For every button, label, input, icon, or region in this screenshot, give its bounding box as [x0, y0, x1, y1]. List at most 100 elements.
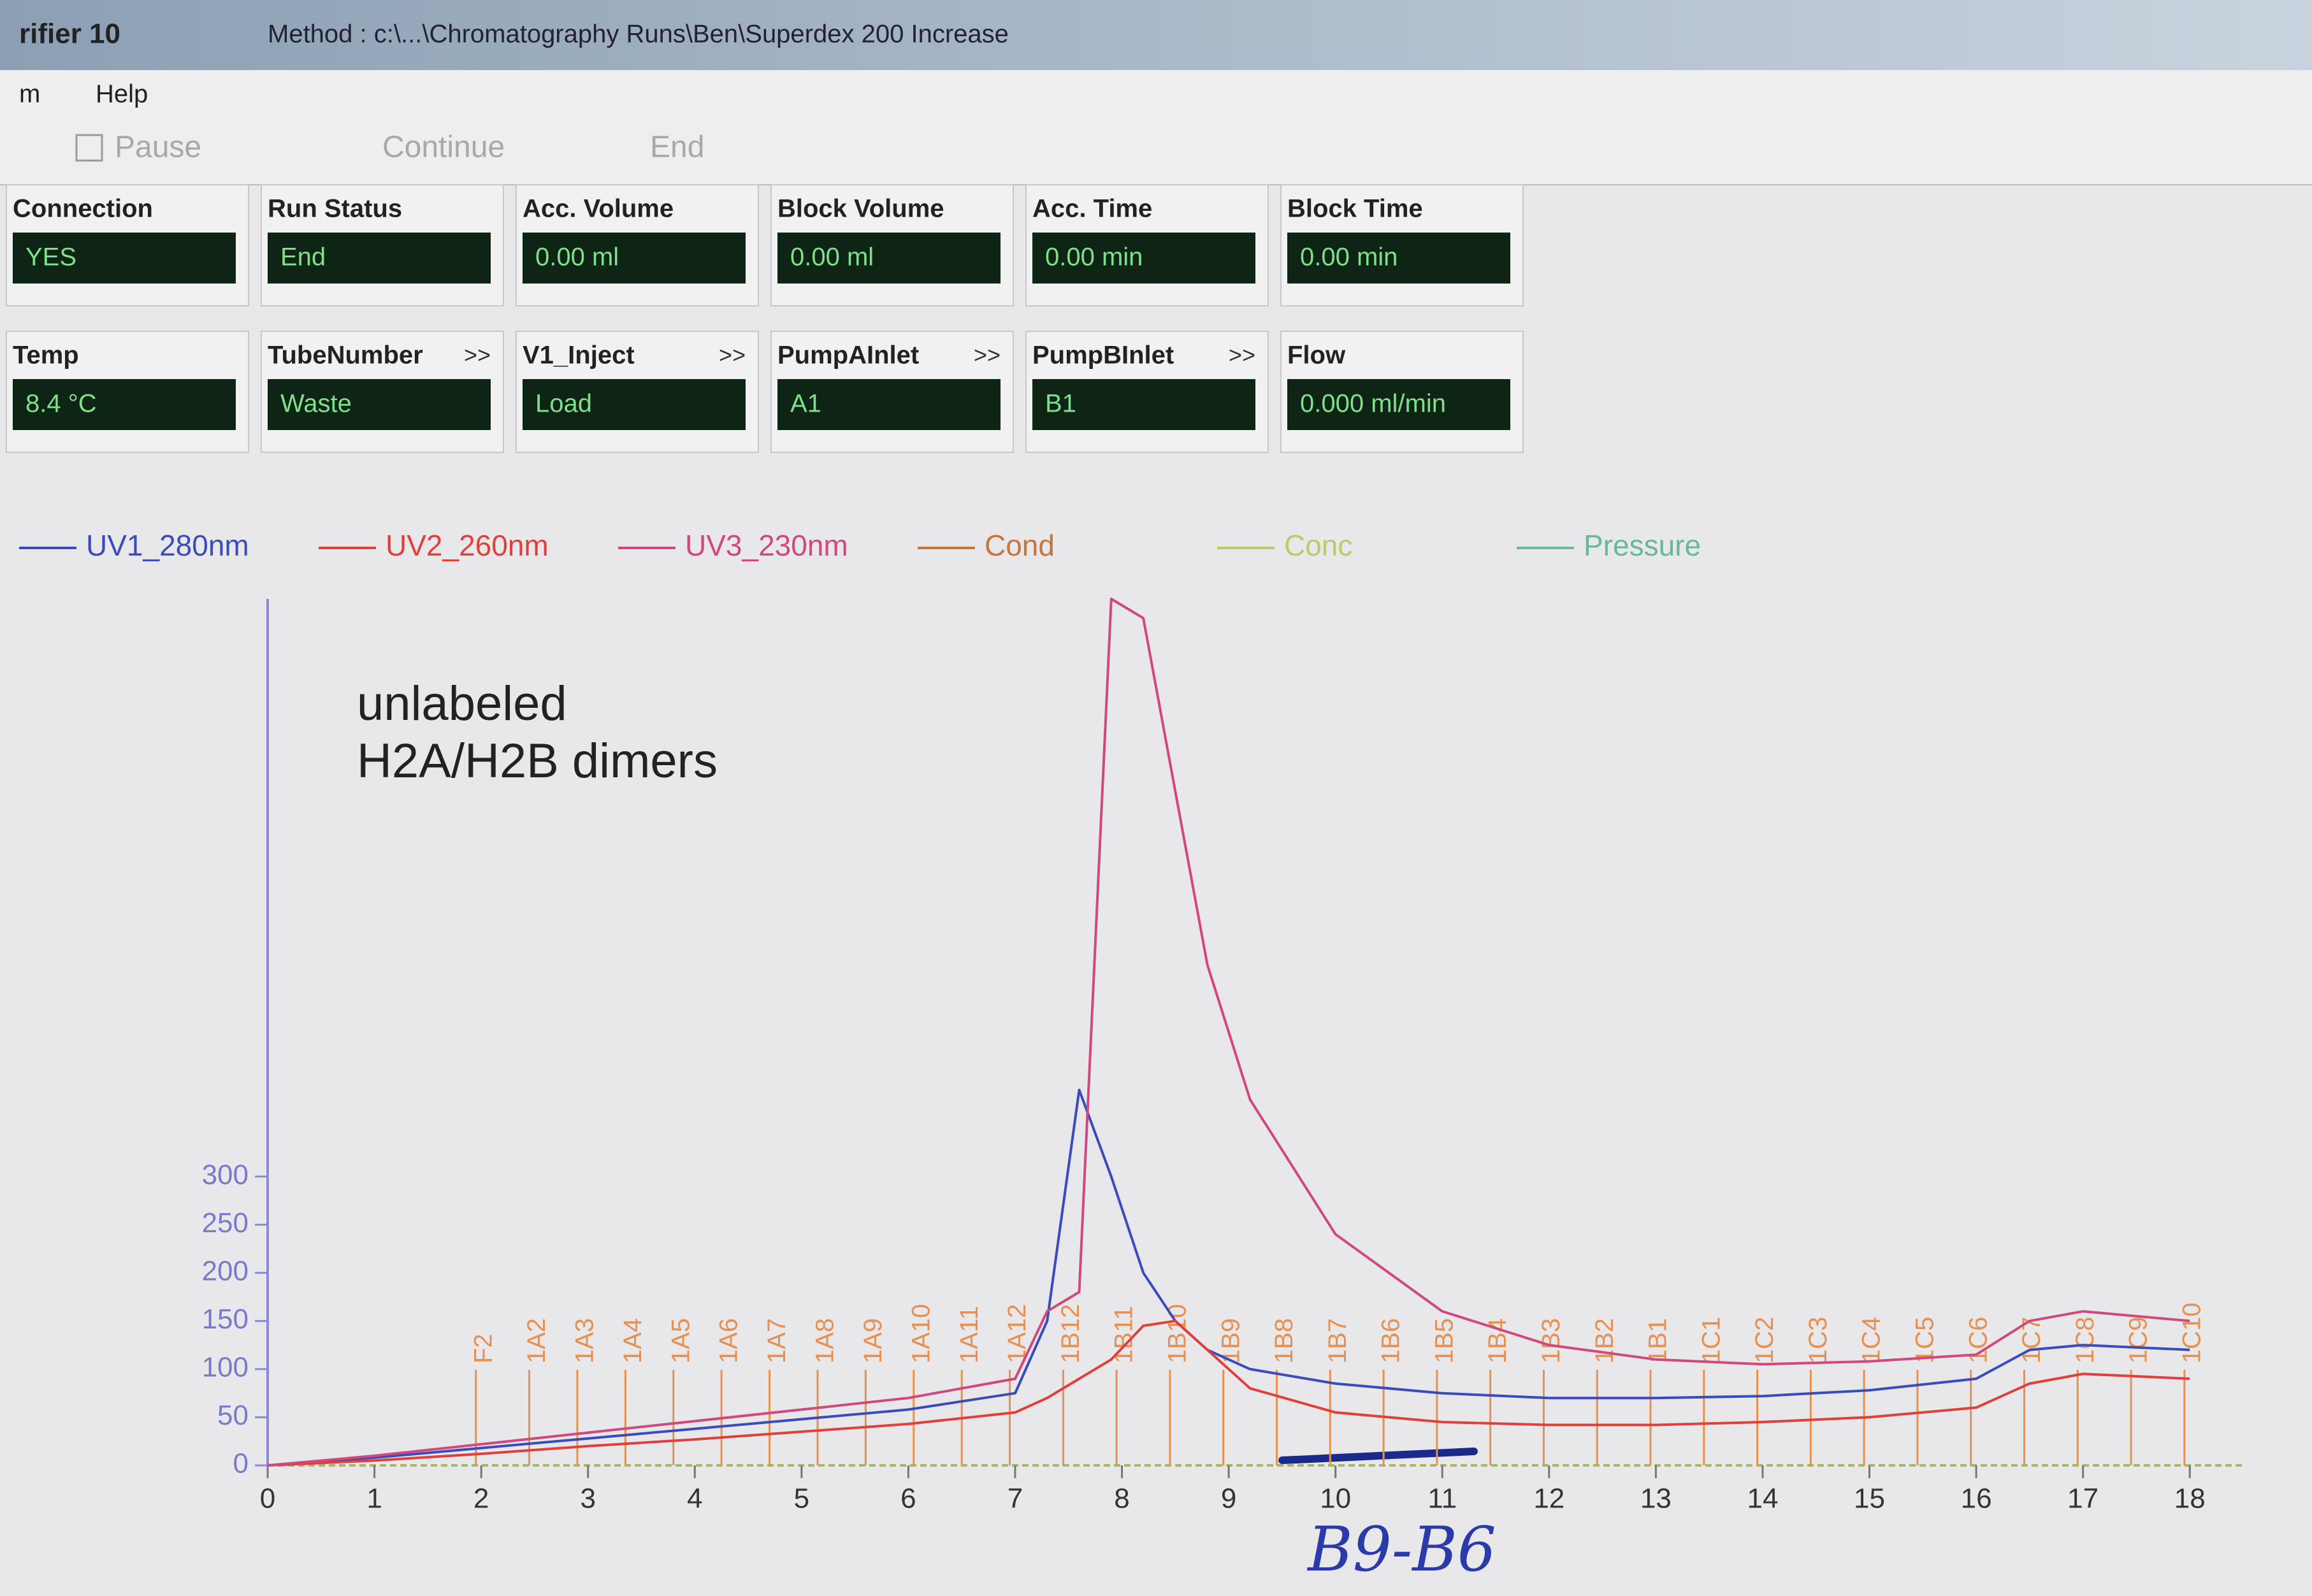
- legend-label: Conc: [1284, 529, 1352, 562]
- field-more[interactable]: >>: [464, 342, 491, 368]
- x-tick-label: 4: [687, 1483, 702, 1514]
- y-tick-label: 250: [202, 1207, 249, 1239]
- title-bar: [0, 0, 2312, 70]
- field-box: [523, 379, 746, 430]
- field-box: [1287, 379, 1510, 430]
- fraction-label: 1B2: [1591, 1318, 1619, 1363]
- fraction-label: 1C9: [2125, 1317, 2153, 1363]
- fraction-label: 1B7: [1324, 1318, 1352, 1363]
- fraction-label: 1B3: [1537, 1318, 1565, 1363]
- x-tick-label: 12: [1533, 1483, 1564, 1514]
- field-value: A1: [790, 390, 821, 418]
- fraction-label: 1A7: [763, 1318, 791, 1363]
- field-label: Connection: [13, 195, 153, 223]
- x-tick-label: 17: [2067, 1483, 2099, 1514]
- field-more[interactable]: >>: [1229, 342, 1255, 368]
- field-value: 0.000 ml/min: [1300, 390, 1446, 418]
- field-label: PumpBInlet: [1032, 341, 1174, 370]
- field-label: Acc. Time: [1032, 195, 1152, 223]
- y-tick-label: 0: [233, 1448, 249, 1479]
- x-tick-label: 2: [473, 1483, 489, 1514]
- window-title: rifier 10: [19, 18, 120, 50]
- field-box: [1032, 233, 1255, 284]
- fraction-label: 1B1: [1644, 1318, 1672, 1363]
- fraction-label: 1C8: [2071, 1317, 2099, 1363]
- field-label: Temp: [13, 341, 79, 370]
- y-tick-label: 50: [217, 1400, 249, 1431]
- handwritten-note: B9-B6: [1306, 1514, 1496, 1585]
- x-tick-label: 1: [366, 1483, 382, 1514]
- x-tick-label: 16: [1961, 1483, 1992, 1514]
- field-box: [13, 379, 236, 430]
- field-value: Waste: [280, 390, 352, 418]
- field-value: 0.00 ml: [535, 243, 619, 271]
- toolbar-area: [0, 70, 2312, 185]
- fraction-label: 1C6: [1964, 1317, 1992, 1363]
- trace-line: [267, 1319, 2190, 1467]
- field-value: B1: [1045, 390, 1076, 418]
- field-label: V1_Inject: [523, 341, 635, 370]
- fraction-label: 1A11: [955, 1306, 983, 1363]
- fraction-label: 1C4: [1858, 1317, 1886, 1363]
- field-box: [777, 379, 1001, 430]
- x-tick-label: 11: [1427, 1483, 1457, 1514]
- fraction-label: 1A6: [715, 1318, 743, 1363]
- x-tick-label: 14: [1747, 1483, 1778, 1514]
- field-more[interactable]: >>: [974, 342, 1001, 368]
- trace-line: [267, 598, 2190, 1467]
- fraction-label: 1A10: [907, 1304, 935, 1363]
- field-value: 8.4 °C: [25, 390, 97, 418]
- fraction-label: 1B8: [1270, 1318, 1298, 1363]
- y-tick-label: 300: [202, 1159, 249, 1190]
- fraction-label: 1C3: [1804, 1317, 1832, 1363]
- x-tick-label: 7: [1008, 1483, 1023, 1514]
- field-more[interactable]: >>: [719, 342, 746, 368]
- annotation: unlabeled: [357, 677, 567, 731]
- checkbox[interactable]: [75, 134, 103, 162]
- legend-label: Pressure: [1584, 529, 1701, 562]
- field-box: [268, 233, 491, 284]
- field-value: 0.00 min: [1300, 243, 1398, 271]
- fraction-label: 1A8: [811, 1318, 839, 1363]
- fraction-label: 1C5: [1911, 1317, 1939, 1363]
- x-tick-label: 3: [580, 1483, 595, 1514]
- method-path: Method : c:\...\Chromatography Runs\Ben\…: [268, 20, 1009, 48]
- fraction-label: 1B6: [1377, 1318, 1405, 1363]
- button[interactable]: Continue: [382, 131, 505, 164]
- field-box: [523, 233, 746, 284]
- fraction-label: 1C2: [1751, 1317, 1779, 1363]
- field-label: TubeNumber: [268, 341, 423, 370]
- legend-label: UV2_260nm: [386, 529, 549, 562]
- field-box: [1032, 379, 1255, 430]
- fraction-label: 1B12: [1057, 1304, 1085, 1363]
- x-tick-label: 6: [900, 1483, 916, 1514]
- menu-item[interactable]: m: [19, 80, 40, 108]
- fraction-label: 1A2: [523, 1318, 551, 1363]
- field-box: [777, 233, 1001, 284]
- menu-item[interactable]: Help: [96, 80, 148, 108]
- field-label: Run Status: [268, 195, 402, 223]
- field-label: PumpAInlet: [777, 341, 919, 370]
- field-value: End: [280, 243, 326, 271]
- y-tick-label: 200: [202, 1255, 249, 1286]
- legend-label: Cond: [985, 529, 1055, 562]
- fraction-label: 1A4: [619, 1318, 647, 1363]
- y-tick-label: 150: [202, 1304, 249, 1335]
- fraction-label: 1B5: [1430, 1318, 1458, 1363]
- fraction-label: 1A9: [859, 1318, 887, 1363]
- x-tick-label: 15: [1854, 1483, 1885, 1514]
- x-tick-label: 9: [1221, 1483, 1236, 1514]
- annotation: H2A/H2B dimers: [357, 734, 718, 788]
- fraction-label: 1C10: [2178, 1302, 2206, 1363]
- field-label: Flow: [1287, 341, 1346, 370]
- fraction-label: 1A5: [667, 1318, 695, 1363]
- field-value: Load: [535, 390, 592, 418]
- field-box: [268, 379, 491, 430]
- fraction-label: F2: [469, 1334, 497, 1363]
- x-tick-label: 5: [794, 1483, 809, 1514]
- x-tick-label: 18: [2174, 1483, 2206, 1514]
- fraction-label: 1C1: [1697, 1317, 1725, 1363]
- button[interactable]: End: [650, 131, 704, 164]
- button[interactable]: Pause: [115, 131, 201, 164]
